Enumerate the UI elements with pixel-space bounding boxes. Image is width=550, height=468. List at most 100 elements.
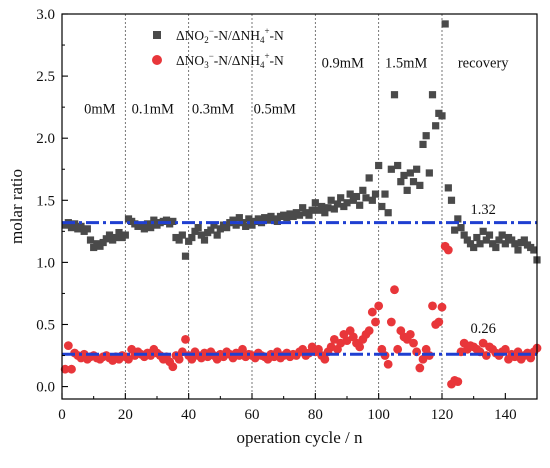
data-point-square (454, 215, 462, 223)
data-point-square (485, 231, 494, 239)
data-point-square (273, 217, 281, 226)
phase-labels: 0mM 0.1mM 0.3mM 0.5mM 0.9mM 1.5mM recovery (84, 55, 509, 117)
legend-marker-circle (152, 55, 162, 65)
data-point-square (365, 174, 373, 182)
data-point-square (520, 236, 528, 244)
x-tick-label: 60 (245, 407, 260, 423)
data-point-circle (393, 344, 403, 354)
data-point-square (422, 132, 430, 140)
series-no3-markers (60, 241, 542, 389)
data-point-square (121, 231, 129, 239)
data-point-square (175, 236, 183, 244)
data-point-square (416, 181, 424, 189)
data-point-circle (415, 363, 425, 373)
phase-label: 0mM (84, 101, 116, 117)
data-point-square (207, 226, 215, 234)
data-point-square (254, 215, 262, 223)
y-tick-label: 1.0 (36, 255, 55, 271)
data-point-square (371, 190, 380, 198)
x-tick-label: 100 (367, 407, 390, 423)
y-tick-label: 0.0 (36, 380, 55, 396)
data-point-square (223, 224, 231, 232)
y-axis-title: molar ratio (7, 169, 26, 244)
x-tick-label: 80 (308, 407, 323, 423)
data-point-square (96, 242, 104, 250)
data-point-square (428, 91, 437, 99)
data-point-circle (371, 317, 380, 327)
plot-frame (61, 13, 538, 400)
data-point-square (137, 221, 145, 229)
data-point-square (115, 228, 123, 237)
data-point-circle (168, 362, 178, 372)
data-point-square (169, 217, 177, 226)
legend: ΔNO2−-N/ΔNH4+-N ΔNO3−-N/ΔNH4+-N (152, 26, 284, 70)
data-point-square (352, 192, 361, 201)
data-point-circle (60, 364, 70, 374)
data-point-square (232, 221, 240, 229)
data-point-square (346, 190, 354, 198)
data-point-circle (63, 341, 73, 350)
phase-label: 0.5mM (254, 101, 296, 117)
data-point-square (387, 165, 395, 173)
data-point-square (375, 161, 383, 170)
y-tick-label: 3.0 (36, 7, 55, 23)
y-tick-label: 1.5 (36, 193, 55, 209)
data-point-square (390, 91, 399, 99)
data-point-square (330, 205, 338, 213)
data-point-circle (409, 338, 418, 348)
data-point-square (476, 240, 484, 248)
data-point-square (378, 202, 386, 211)
data-point-square (406, 169, 414, 177)
data-point-square (178, 231, 186, 239)
x-axis-title: operation cycle / n (236, 428, 363, 447)
data-point-square (463, 236, 471, 244)
data-point-square (444, 184, 452, 192)
data-point-square (213, 231, 221, 239)
data-point-square (495, 236, 503, 244)
data-point-square (197, 231, 205, 239)
reference-lines: 1.32 0.26 (62, 202, 537, 356)
data-point-square (514, 246, 522, 254)
data-point-circle (238, 344, 247, 354)
data-point-square (216, 225, 224, 233)
data-point-square (359, 186, 367, 194)
data-point-circle (453, 377, 463, 387)
data-point-circle (124, 354, 133, 364)
data-point-square (112, 233, 120, 242)
data-point-square (403, 186, 411, 194)
data-point-square (147, 224, 155, 232)
data-point-square (283, 214, 291, 222)
data-point-square (311, 199, 319, 207)
data-point-circle (418, 354, 428, 364)
data-point-circle (386, 317, 396, 327)
data-point-square (349, 196, 357, 204)
data-point-square (530, 246, 538, 254)
reference-line-label: 1.32 (471, 202, 496, 218)
data-point-circle (383, 359, 393, 369)
data-point-circle (500, 344, 510, 354)
data-point-square (181, 252, 190, 260)
data-point-square (77, 222, 85, 230)
data-point-square (248, 221, 256, 229)
data-point-square (447, 196, 456, 204)
data-point-square (479, 227, 487, 235)
data-point-square (482, 236, 490, 244)
data-point-circle (437, 302, 447, 312)
data-point-square (498, 231, 506, 239)
data-point-square (470, 243, 478, 252)
data-point-square (356, 201, 364, 209)
x-tick-label: 20 (118, 407, 133, 423)
data-point-circle (374, 301, 384, 311)
data-point-circle (320, 354, 330, 364)
series-layer (60, 20, 542, 389)
data-point-square (333, 200, 342, 208)
data-point-square (86, 236, 95, 244)
data-point-square (397, 178, 405, 186)
phase-label: 1.5mM (385, 55, 427, 71)
data-point-square (394, 161, 402, 170)
data-point-square (432, 122, 440, 130)
data-point-circle (367, 307, 377, 317)
data-point-square (264, 216, 272, 224)
